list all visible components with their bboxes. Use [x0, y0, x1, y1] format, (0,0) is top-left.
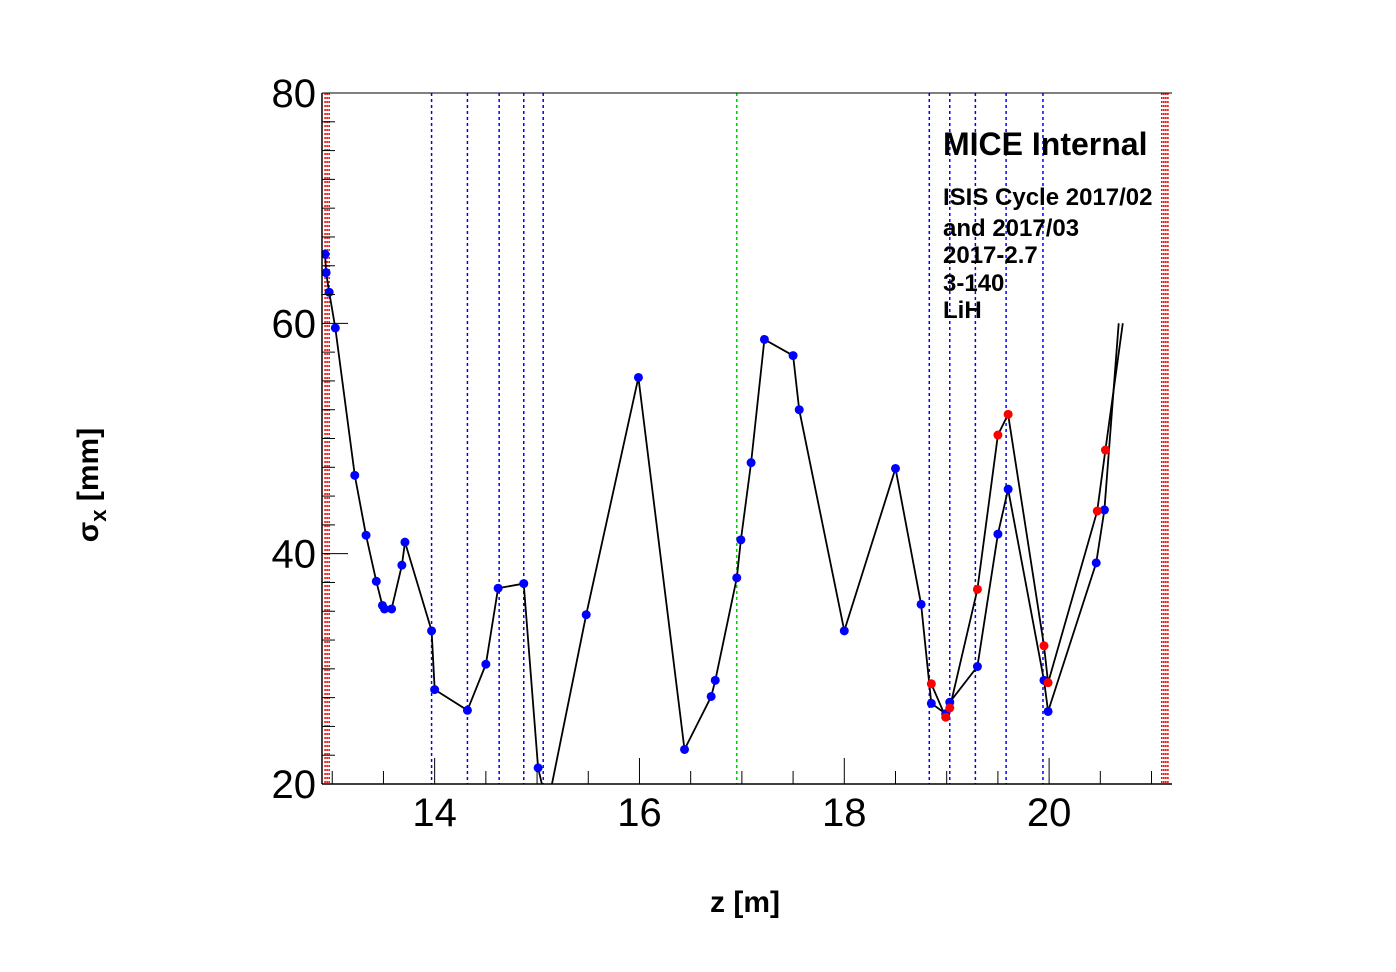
- data-point: [427, 626, 437, 636]
- data-point: [926, 679, 936, 689]
- annotation-line: and 2017/03: [943, 215, 1079, 242]
- x-tick-label: 16: [617, 791, 662, 835]
- y-tick-label: 80: [272, 72, 317, 116]
- data-point: [1100, 445, 1110, 455]
- x-tick-label: 20: [1027, 791, 1072, 835]
- data-point: [993, 529, 1003, 539]
- data-point: [633, 372, 643, 382]
- y-tick-label: 20: [272, 763, 317, 807]
- y-tick-label: 60: [272, 302, 317, 346]
- data-point: [926, 698, 936, 708]
- data-point: [322, 249, 330, 259]
- data-point: [706, 691, 716, 701]
- data-point: [1043, 706, 1053, 716]
- data-point: [1043, 678, 1053, 688]
- annotation-title: MICE Internal: [943, 126, 1147, 162]
- data-point: [993, 430, 1003, 440]
- annotation-line: 3-140: [943, 270, 1004, 297]
- x-tick-label: 14: [412, 791, 457, 835]
- data-point: [1092, 506, 1102, 516]
- data-point: [371, 576, 381, 586]
- y-axis-title-subscript: x: [86, 509, 111, 522]
- data-point: [759, 334, 769, 344]
- annotation-line: LiH: [943, 297, 982, 324]
- data-point: [839, 626, 849, 636]
- x-axis-title: z [m]: [710, 886, 780, 919]
- series-lines: [324, 254, 1124, 784]
- annotation-box: MICE Internal ISIS Cycle 2017/02 and 201…: [943, 126, 1152, 324]
- data-point: [945, 703, 955, 713]
- axis-tick-labels: 14 16 18 20 20 40 60 80: [272, 72, 1072, 835]
- data-point: [379, 604, 389, 614]
- data-point: [462, 705, 472, 715]
- series-line: [930, 323, 1124, 720]
- y-axis-title-symbol: σ: [72, 522, 105, 543]
- data-point: [493, 583, 503, 593]
- data-point: [746, 458, 756, 468]
- data-point: [1039, 641, 1049, 651]
- data-point: [519, 579, 529, 589]
- data-point: [481, 659, 491, 669]
- data-point: [680, 744, 690, 754]
- data-point: [794, 405, 804, 415]
- data-point: [387, 604, 397, 614]
- data-point: [972, 584, 982, 594]
- data-point: [710, 675, 720, 685]
- data-point: [1003, 409, 1013, 419]
- data-point: [916, 599, 926, 609]
- data-point: [324, 287, 334, 297]
- data-point: [736, 535, 746, 545]
- data-point: [533, 763, 543, 773]
- axis-ticks: [322, 92, 1153, 785]
- series-points: [322, 249, 1110, 773]
- annotation-line: 2017-2.7: [943, 242, 1038, 269]
- data-point: [972, 662, 982, 672]
- y-axis-title-unit: [mm]: [72, 428, 105, 510]
- y-tick-label: 40: [272, 533, 317, 577]
- data-point: [397, 560, 407, 570]
- data-point: [1099, 505, 1109, 515]
- data-point: [330, 323, 340, 333]
- annotation-line: ISIS Cycle 2017/02: [943, 184, 1152, 211]
- x-tick-label: 18: [822, 791, 867, 835]
- data-point: [732, 573, 742, 583]
- data-point: [890, 463, 900, 473]
- data-point: [581, 610, 591, 620]
- data-point: [1091, 558, 1101, 568]
- data-point: [322, 268, 331, 278]
- data-point: [941, 712, 951, 722]
- data-point: [350, 470, 360, 480]
- data-point: [400, 537, 410, 547]
- y-axis-title: σx [mm]: [72, 428, 111, 542]
- data-point: [361, 530, 371, 540]
- data-point: [1003, 484, 1013, 494]
- data-point: [430, 685, 440, 695]
- data-point: [788, 351, 798, 361]
